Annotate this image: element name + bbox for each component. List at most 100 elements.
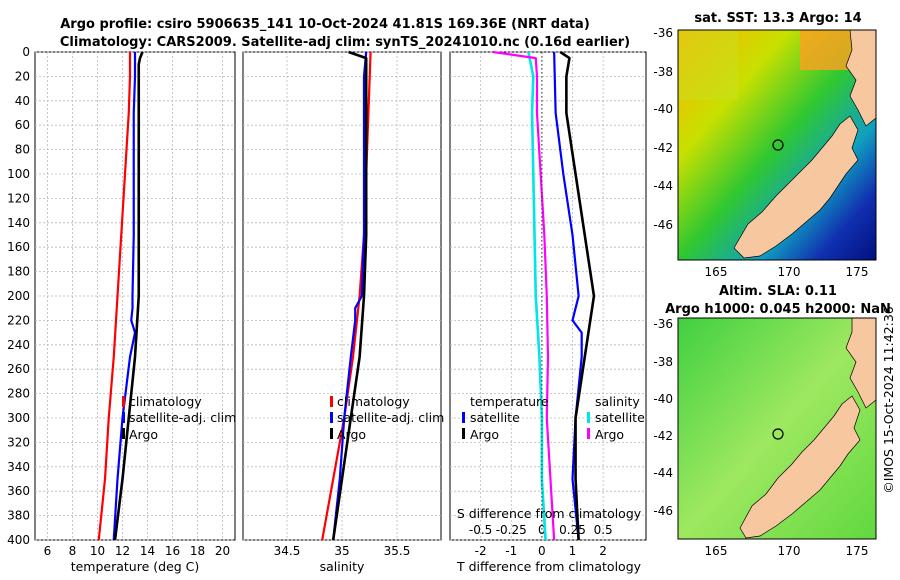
s-difference-axis-label: S difference from climatology: [457, 506, 642, 521]
top-x-tick-label: -0.25: [496, 523, 527, 537]
x-tick-label: 6: [44, 544, 52, 558]
legend-swatch-climatology: [330, 396, 333, 407]
sla-map-frame: [677, 317, 877, 540]
sst-lon-tick: 175: [846, 265, 869, 279]
legend-swatch-argo: [330, 428, 333, 439]
depth-tick-label: 180: [7, 265, 30, 279]
legend-label-salinity: salinity: [595, 394, 640, 409]
depth-tick-label: 100: [7, 167, 30, 181]
salinity-legend: climatology satellite-adj. clim Argo: [330, 394, 444, 442]
depth-tick-label: 160: [7, 240, 30, 254]
series-salinity-satellite-adj-clim: [332, 51, 368, 541]
x-tick-label: 1: [569, 544, 577, 558]
sst-lat-tick: -38: [653, 65, 673, 79]
depth-tick-label: 40: [15, 94, 30, 108]
legend-label-s-argo: Argo: [595, 427, 624, 442]
sst-south-island: [733, 115, 859, 259]
legend-label-t-argo: Argo: [470, 427, 499, 442]
depth-tick-label: 140: [7, 216, 30, 230]
legend-label-satellite: satellite-adj. clim: [129, 410, 236, 425]
t-difference-axis-label: T difference from climatology: [456, 559, 642, 574]
imos-credit: ©IMOS 15-Oct-2024 11:42:36: [881, 306, 896, 494]
x-tick-label: 20: [215, 544, 230, 558]
legend-label-t-satellite: satellite: [470, 410, 520, 425]
depth-tick-label: 260: [7, 362, 30, 376]
legend-label-argo: Argo: [129, 427, 158, 442]
depth-tick-label: 80: [15, 143, 30, 157]
legend-label-argo: Argo: [337, 427, 366, 442]
legend-label-climatology: climatology: [337, 394, 410, 409]
legend-label-climatology: climatology: [129, 394, 202, 409]
sst-lat-tick: -44: [653, 179, 673, 193]
top-x-tick-label: 0: [538, 523, 546, 537]
sst-lat-tick: -36: [653, 26, 673, 40]
sla-lat-tick: -40: [653, 392, 673, 406]
sst-lon-tick: 165: [705, 265, 728, 279]
sla-lon-ticks: 165 170 175: [705, 544, 869, 558]
sla-lat-tick: -44: [653, 466, 673, 480]
sla-map-title2: Argo h1000: 0.045 h2000: NaN: [665, 302, 891, 317]
depth-tick-label: 20: [15, 69, 30, 83]
sla-lat-tick: -46: [653, 504, 673, 518]
legend-swatch-satellite: [330, 412, 333, 423]
difference-legend-right: salinity satellite Argo: [587, 394, 645, 442]
temperature-legend: climatology satellite-adj. clim Argo: [122, 394, 236, 442]
x-tick-label: 16: [165, 544, 180, 558]
salinity-axis-label: salinity: [320, 559, 365, 574]
series-temperature-climatology: [97, 52, 132, 541]
series-salinity-climatology: [321, 51, 372, 541]
sst-lat-tick: -40: [653, 102, 673, 116]
x-tick-label: 12: [115, 544, 130, 558]
series-difference-t-argo: [559, 50, 596, 541]
depth-tick-label: 320: [7, 435, 30, 449]
sla-south-island: [739, 395, 861, 539]
depth-tick-label: 280: [7, 387, 30, 401]
x-tick-label: 35: [334, 544, 349, 558]
x-tick-label: 34.5: [274, 544, 301, 558]
depth-tick-label: 300: [7, 411, 30, 425]
x-tick-label: 14: [140, 544, 155, 558]
sst-lat-ticks: -36 -38 -40 -42 -44 -46: [653, 26, 673, 232]
depth-tick-label: 400: [7, 533, 30, 547]
x-tick-label: 2: [599, 544, 607, 558]
sst-lon-ticks: 165 170 175: [705, 265, 869, 279]
x-tick-label: 35.5: [384, 544, 411, 558]
depth-tick-label: 120: [7, 191, 30, 205]
sla-lat-tick: -38: [653, 355, 673, 369]
sst-lon-tick: 170: [778, 265, 801, 279]
depth-tick-label: 240: [7, 338, 30, 352]
sla-lat-tick: -36: [653, 317, 673, 331]
legend-swatch-s-argo: [587, 428, 590, 439]
x-tick-label: 0: [538, 544, 546, 558]
x-tick-label: -1: [505, 544, 517, 558]
x-tick-label: -2: [475, 544, 487, 558]
legend-swatch-t-satellite: [462, 412, 465, 423]
depth-tick-label: 380: [7, 509, 30, 523]
difference-legend-left: temperature satellite Argo: [462, 394, 549, 442]
x-tick-label: 10: [90, 544, 105, 558]
sst-argo-marker: [772, 139, 784, 151]
sla-lon-tick: 165: [705, 544, 728, 558]
legend-label-satellite: satellite-adj. clim: [337, 410, 444, 425]
sst-midwarm-patch: [678, 30, 738, 100]
temperature-axis-label: temperature (deg C): [71, 559, 200, 574]
figure-title-line1: Argo profile: csiro 5906635_141 10-Oct-2…: [60, 17, 590, 32]
depth-tick-label: 340: [7, 460, 30, 474]
legend-swatch-satellite: [122, 412, 125, 423]
legend-swatch-climatology: [122, 396, 125, 407]
legend-swatch-s-satellite: [587, 412, 590, 423]
legend-label-temperature: temperature: [470, 394, 549, 409]
sst-map-title: sat. SST: 13.3 Argo: 14: [694, 11, 861, 26]
top-x-tick-label: 0.5: [594, 523, 613, 537]
sla-lat-ticks: -36 -38 -40 -42 -44 -46: [653, 317, 673, 518]
depth-tick-label: 360: [7, 484, 30, 498]
sla-map-title1: Altim. SLA: 0.11: [719, 284, 837, 299]
depth-tick-label: 200: [7, 289, 30, 303]
depth-tick-label: 220: [7, 313, 30, 327]
legend-swatch-t-argo: [462, 428, 465, 439]
series-difference-s-argo: [492, 50, 556, 541]
sla-lat-tick: -42: [653, 429, 673, 443]
depth-tick-label: 0: [22, 45, 30, 59]
x-tick-label: 18: [190, 544, 205, 558]
figure-title-line2: Climatology: CARS2009. Satellite-adj cli…: [60, 35, 630, 50]
